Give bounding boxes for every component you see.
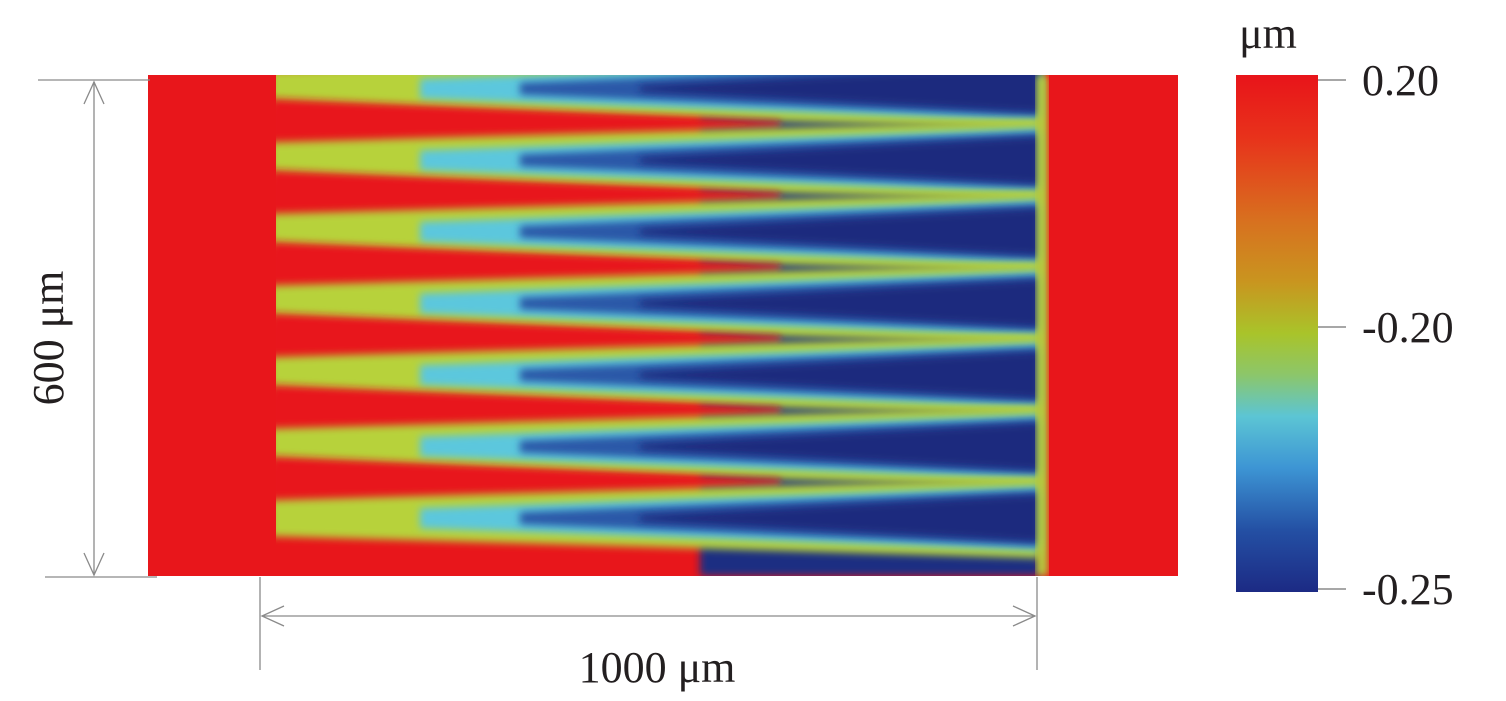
stripe-group [148, 75, 1040, 576]
width-dimension [259, 577, 1038, 670]
red-finger [270, 384, 780, 437]
colorbar-tick-label: 0.20 [1362, 56, 1439, 105]
red-finger [270, 241, 780, 294]
red-finger [270, 313, 780, 366]
width-scale-label: 1000 μm [579, 643, 736, 692]
red-finger [270, 456, 780, 509]
colorbar-ticks: 0.20 -0.20 -0.25 [1318, 56, 1454, 614]
colorbar-tick-label: -0.20 [1362, 303, 1454, 352]
height-dim-arrow-bottom [83, 552, 105, 577]
stripe-core [640, 136, 1040, 185]
colorbar-tick-label: -0.25 [1362, 565, 1454, 614]
width-dim-arrow-right [1012, 605, 1037, 627]
stripe-core [640, 75, 1040, 113]
map-right-band [1046, 75, 1178, 576]
map-left-band [148, 75, 276, 576]
stripe-core [640, 494, 1040, 543]
height-scale-label: 600 μm [24, 271, 73, 406]
red-finger [270, 170, 780, 223]
width-dim-arrow-left [260, 605, 285, 627]
colorbar-gradient [1236, 75, 1318, 592]
map-edge-transition [1036, 75, 1048, 576]
stripe-core [640, 207, 1040, 256]
height-map [148, 75, 1178, 576]
colorbar: μm 0.20 -0.20 -0.25 [1236, 9, 1454, 614]
colorbar-unit: μm [1239, 9, 1297, 58]
height-dimension [38, 79, 157, 578]
stripe-core [640, 351, 1040, 400]
height-dim-arrow-top [83, 80, 105, 105]
red-finger [270, 98, 780, 151]
stripe-core [640, 422, 1040, 471]
stripe-core [640, 279, 1040, 328]
